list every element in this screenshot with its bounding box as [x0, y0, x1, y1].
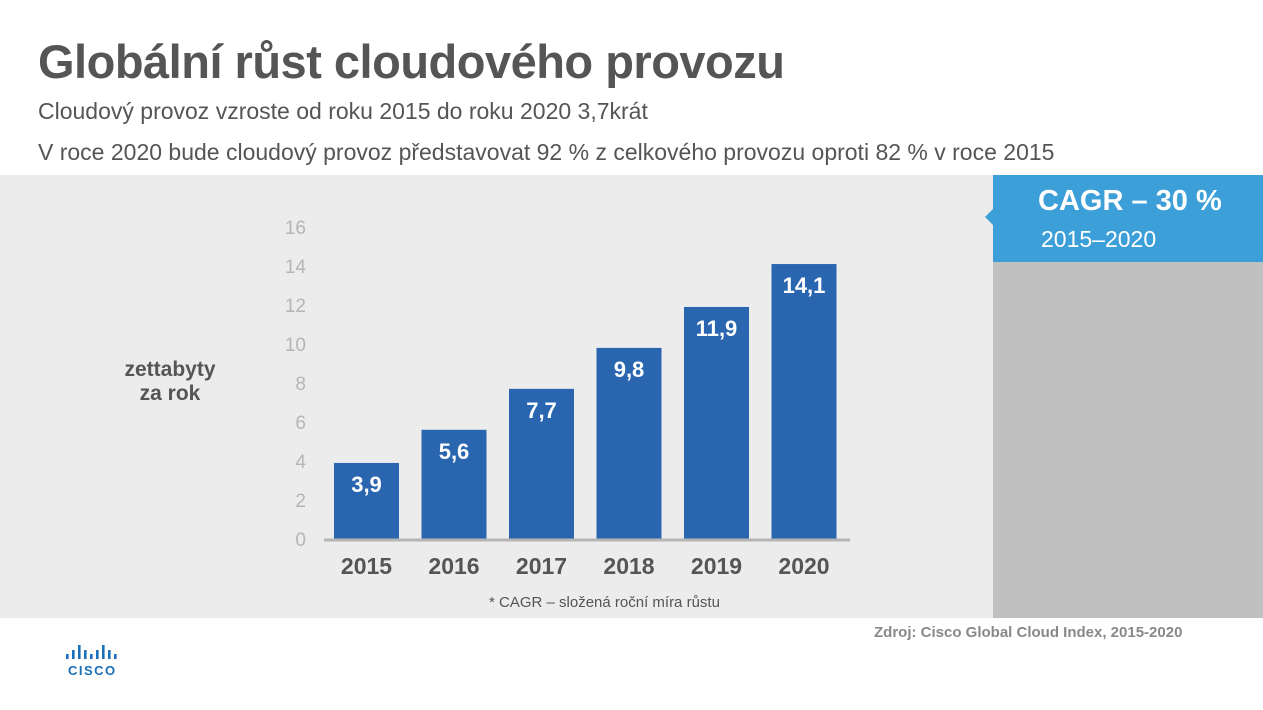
- x-tick-label: 2020: [778, 553, 829, 579]
- y-tick-label: 16: [285, 218, 306, 239]
- bar-value-label: 7,7: [526, 398, 557, 423]
- x-tick-label: 2015: [341, 553, 392, 579]
- x-tick-label: 2016: [428, 553, 479, 579]
- x-tick-label: 2017: [516, 553, 567, 579]
- y-tick-label: 4: [295, 452, 306, 473]
- logo-bar: [84, 650, 87, 659]
- logo-bar: [108, 650, 111, 659]
- x-tick-label: 2018: [603, 553, 654, 579]
- logo-bar: [96, 650, 99, 659]
- cisco-logo-text: CISCO: [68, 663, 117, 678]
- bar-2018: [596, 347, 662, 539]
- logo-bar: [66, 654, 69, 659]
- y-tick-label: 14: [285, 257, 307, 278]
- y-axis-label-line-1: zettabyty: [124, 358, 216, 381]
- cagr-pointer: [985, 209, 993, 225]
- bar-value-label: 11,9: [696, 316, 738, 341]
- y-axis-label: zettabyty za rok: [100, 358, 240, 406]
- x-tick-label: 2019: [691, 553, 742, 579]
- subtitle-growth: Cloudový provoz vzroste od roku 2015 do …: [38, 98, 648, 124]
- bar-chart: 0 2 4 6 8 10 12 14 16 3,9 2015 5,6 2016 7,7 2017 9,8 201…: [285, 218, 850, 579]
- y-tick-label: 12: [285, 296, 306, 317]
- logo-bar: [102, 645, 105, 659]
- y-tick-label: 10: [285, 335, 306, 356]
- bar-value-label: 9,8: [614, 357, 645, 382]
- bar-2019: [684, 306, 749, 539]
- subtitle-share: V roce 2020 bude cloudový provoz předsta…: [38, 139, 1055, 165]
- bar-2015: [334, 462, 399, 539]
- y-tick-label: 2: [295, 491, 306, 512]
- chart-footnote: * CAGR – složená roční míra růstu: [489, 594, 720, 611]
- bar-2020: [771, 264, 837, 539]
- y-axis-label-line-2: za rok: [139, 382, 201, 405]
- cagr-title: CAGR – 30 %: [1038, 185, 1222, 217]
- cagr-period: 2015–2020: [1041, 226, 1157, 252]
- y-tick-label: 0: [295, 530, 306, 551]
- y-tick-label: 8: [295, 374, 306, 395]
- logo-bar: [78, 645, 81, 659]
- bar-value-label: 14,1: [783, 273, 826, 298]
- y-tick-label: 6: [295, 413, 306, 434]
- bar-value-label: 3,9: [351, 472, 382, 497]
- bar-2017: [509, 388, 574, 539]
- bar-2016: [421, 429, 487, 539]
- logo-bar: [72, 650, 75, 659]
- cagr-callout: [993, 175, 1263, 262]
- logo-bar: [114, 654, 117, 659]
- cisco-logo-icon: [66, 645, 117, 659]
- source-note: Zdroj: Cisco Global Cloud Index, 2015-20…: [874, 624, 1183, 641]
- page-title: Globální růst cloudového provozu: [38, 35, 785, 88]
- bar-value-label: 5,6: [439, 439, 470, 464]
- logo-bar: [90, 654, 93, 659]
